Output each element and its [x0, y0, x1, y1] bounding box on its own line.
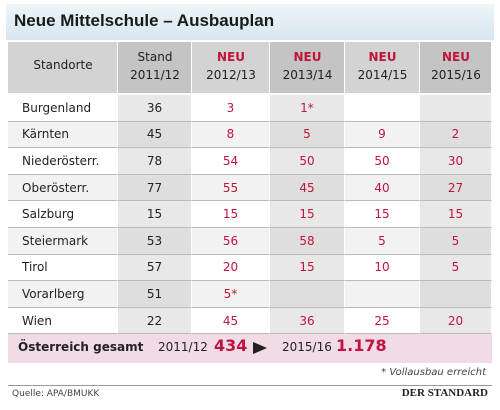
table-cell: 51 [118, 281, 192, 308]
table-cell: 50 [345, 148, 420, 175]
table-cell: 20 [420, 307, 492, 335]
total-to-value: 1.178 [336, 336, 387, 355]
header-cell [8, 42, 118, 93]
table-cell: 20 [192, 254, 270, 282]
header-label: Standorte [33, 58, 93, 72]
table-cell: Salzburg [8, 201, 118, 228]
table-cell [270, 281, 345, 308]
table-cell: 27 [420, 174, 492, 202]
table-cell: 77 [118, 174, 192, 202]
table-cell: 3 [192, 95, 270, 122]
total-bar [8, 333, 492, 363]
table-cell: 55 [192, 174, 270, 202]
footnote: * Vollausbau erreicht [381, 367, 486, 378]
table-cell: 58 [270, 228, 345, 255]
table-cell: 22 [118, 307, 192, 335]
table-cell: 57 [118, 254, 192, 282]
table-cell: Vorarlberg [8, 281, 118, 308]
table-cell: 10 [345, 254, 420, 282]
table-cell: 78 [118, 148, 192, 175]
header-year: 2013/14 [282, 68, 333, 82]
header-year: 2012/13 [206, 68, 256, 82]
table-cell: 30 [420, 148, 492, 175]
header-cell [192, 42, 270, 93]
divider [8, 385, 492, 386]
table-cell [345, 281, 420, 308]
table-cell: Tirol [8, 254, 118, 282]
total-to-year: 2015/16 [282, 340, 332, 354]
table-cell: Niederösterr. [8, 148, 118, 175]
table-cell [420, 281, 492, 308]
table-cell: 36 [118, 95, 192, 122]
table-cell: 15 [420, 201, 492, 228]
table-cell: 53 [118, 228, 192, 255]
total-label: Österreich gesamt [18, 340, 144, 354]
header-cell [270, 42, 345, 93]
table-cell: 15 [270, 201, 345, 228]
brand: DER STANDARD [401, 387, 488, 399]
table-cell: 5* [192, 281, 270, 308]
table-cell: Burgenland [8, 95, 118, 122]
table-cell: 56 [192, 228, 270, 255]
header-tag: NEU [442, 50, 470, 64]
table-cell: Steiermark [8, 228, 118, 255]
table-cell: 50 [270, 148, 345, 175]
table-cell: 45 [192, 307, 270, 335]
table-cell: 45 [118, 121, 192, 149]
header-tag: NEU [293, 50, 322, 64]
table-cell: 5 [420, 228, 492, 255]
total-from-year: 2011/12 [158, 340, 208, 354]
table-cell [420, 95, 492, 122]
table-cell: 45 [270, 174, 345, 202]
table-cell: 36 [270, 307, 345, 335]
header-cell [345, 42, 420, 93]
header-label: Stand [137, 50, 173, 64]
header-cell [420, 42, 492, 93]
table-cell: 8 [192, 121, 270, 149]
title: Neue Mittelschule – Ausbauplan [14, 11, 275, 30]
table-cell: Oberösterr. [8, 174, 118, 202]
source: Quelle: APA/BMUKK [12, 389, 100, 399]
table-cell: 54 [192, 148, 270, 175]
table-cell: 15 [118, 201, 192, 228]
table-cell: 1* [270, 95, 345, 122]
table-cell: 15 [192, 201, 270, 228]
header-tag: NEU [217, 50, 245, 64]
arrow [253, 342, 267, 354]
table-cell: 40 [345, 174, 420, 202]
title-bar [6, 4, 494, 40]
total-from-value: 434 [214, 336, 248, 355]
table-cell: 5 [345, 228, 420, 255]
table-cell: Kärnten [8, 121, 118, 149]
table-cell: 15 [270, 254, 345, 282]
table-cell: 9 [345, 121, 420, 149]
table-cell [345, 95, 420, 122]
table-cell: 2 [420, 121, 492, 149]
header-year: 2011/12 [130, 68, 180, 82]
table-cell: 15 [345, 201, 420, 228]
header-year: 2015/16 [431, 68, 481, 82]
table-cell: Wien [8, 307, 118, 335]
table-cell: 25 [345, 307, 420, 335]
table-cell: 5 [270, 121, 345, 149]
header-tag: NEU [368, 50, 397, 64]
header-cell [118, 42, 192, 93]
table-cell: 5 [420, 254, 492, 282]
header-year: 2014/15 [357, 68, 408, 82]
